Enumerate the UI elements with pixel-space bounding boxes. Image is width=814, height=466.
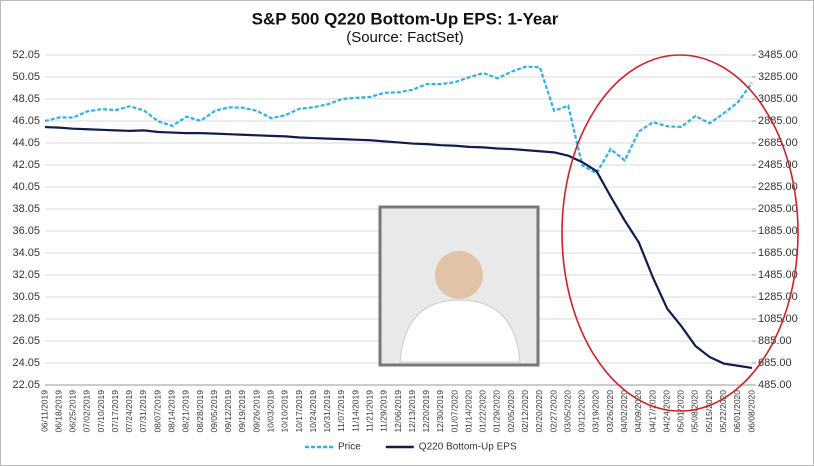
x-tick-label: 03/05/2020	[562, 390, 572, 433]
x-tick-label: 07/31/2019	[138, 390, 148, 433]
y-tick-label: 50.05	[12, 71, 40, 83]
y2-tick-label: 1485.00	[758, 269, 798, 281]
y-tick-label: 26.05	[12, 335, 40, 347]
x-tick-label: 12/30/2019	[435, 390, 445, 433]
x-tick-label: 10/31/2019	[322, 390, 332, 433]
y2-tick-label: 1885.00	[758, 225, 798, 237]
x-tick-label: 09/26/2019	[251, 390, 261, 433]
x-tick-label: 08/07/2019	[152, 390, 162, 433]
legend: Price Q220 Bottom-Up EPS	[305, 442, 517, 453]
x-tick-label: 11/14/2019	[350, 390, 360, 432]
x-tick-label: 02/20/2020	[534, 390, 544, 433]
x-tick-label: 06/08/2020	[746, 390, 756, 433]
x-tick-label: 06/01/2020	[732, 390, 742, 433]
x-tick-label: 10/10/2019	[280, 390, 290, 433]
x-tick-label: 03/12/2020	[577, 390, 587, 433]
legend-label: Q220 Bottom-Up EPS	[419, 442, 517, 453]
photo-body	[399, 299, 521, 363]
y2-tick-label: 3085.00	[758, 93, 798, 105]
y-tick-label: 42.05	[12, 159, 40, 171]
y2-tick-label: 1285.00	[758, 291, 798, 303]
x-tick-label: 03/26/2020	[605, 390, 615, 433]
x-tick-label: 11/21/2019	[364, 390, 374, 432]
x-tick-label: 06/18/2019	[53, 390, 63, 433]
x-tick-label: 08/21/2019	[181, 390, 191, 433]
y-tick-label: 52.05	[12, 49, 40, 61]
x-tick-label: 10/17/2019	[294, 390, 304, 433]
x-tick-label: 01/07/2020	[449, 390, 459, 433]
y-tick-label: 46.05	[12, 115, 40, 127]
y-tick-label: 36.05	[12, 225, 40, 237]
photo	[378, 205, 540, 367]
x-tick-label: 09/12/2019	[223, 390, 233, 433]
x-tick-label: 09/19/2019	[237, 390, 247, 433]
legend-label: Price	[338, 442, 361, 453]
y2-tick-label: 2285.00	[758, 181, 798, 193]
x-tick-label: 02/05/2020	[506, 390, 516, 433]
x-tick-label: 12/20/2019	[421, 390, 431, 433]
y2-tick-label: 685.00	[758, 357, 792, 369]
y2-tick-label: 885.00	[758, 335, 792, 347]
x-tick-label: 10/24/2019	[308, 390, 318, 433]
y2-tick-label: 2685.00	[758, 137, 798, 149]
y2-tick-label: 2885.00	[758, 115, 798, 127]
y2-tick-label: 3485.00	[758, 49, 798, 61]
series-line	[44, 65, 753, 175]
photo-head	[435, 251, 483, 299]
x-tick-label: 12/13/2019	[407, 390, 417, 433]
x-tick-label: 07/24/2019	[124, 390, 134, 433]
x-tick-label: 01/22/2020	[478, 390, 488, 433]
y-tick-label: 32.05	[12, 269, 40, 281]
x-tick-label: 01/14/2020	[463, 390, 473, 433]
x-tick-label: 04/09/2020	[633, 390, 643, 433]
y-tick-label: 44.05	[12, 137, 40, 149]
x-tick-label: 04/24/2020	[661, 390, 671, 433]
series-line	[44, 125, 753, 370]
plot-area: 22.05 24.05 26.05 28.05 30.05 32.05 34.05 36.05…	[12, 49, 797, 433]
y-tick-label: 22.05	[12, 379, 40, 391]
x-tick-label: 05/15/2020	[704, 390, 714, 433]
y-tick-label: 28.05	[12, 313, 40, 325]
chart-subtitle: (Source: FactSet)	[346, 29, 464, 46]
x-tick-label: 04/02/2020	[619, 390, 629, 433]
x-tick-label: 02/12/2020	[520, 390, 530, 433]
x-tick-label: 09/05/2019	[209, 390, 219, 433]
y-tick-label: 48.05	[12, 93, 40, 105]
x-tick-label: 08/28/2019	[195, 390, 205, 433]
y2-tick-label: 3285.00	[758, 71, 798, 83]
y2-tick-label: 2085.00	[758, 203, 798, 215]
x-tick-label: 03/19/2020	[591, 390, 601, 433]
y2-tick-label: 1085.00	[758, 313, 798, 325]
chart-title: S&P 500 Q220 Bottom-Up EPS: 1-Year	[252, 9, 559, 28]
y2-tick-label: 485.00	[758, 379, 792, 391]
x-tick-label: 12/06/2019	[393, 390, 403, 433]
x-tick-label: 07/02/2019	[82, 390, 92, 433]
y-tick-label: 40.05	[12, 181, 40, 193]
highlight-ellipse	[561, 54, 799, 412]
y-tick-label: 24.05	[12, 357, 40, 369]
x-tick-label: 04/17/2020	[647, 390, 657, 433]
x-tick-label: 07/10/2019	[96, 390, 106, 433]
x-tick-label: 05/08/2020	[690, 390, 700, 433]
x-tick-label: 06/25/2019	[68, 390, 78, 433]
y2-tick-label: 1685.00	[758, 247, 798, 259]
x-tick-label: 02/27/2020	[548, 390, 558, 433]
y-tick-label: 30.05	[12, 291, 40, 303]
x-tick-label: 01/29/2020	[492, 390, 502, 433]
x-tick-label: 07/17/2019	[110, 390, 120, 433]
y-tick-label: 38.05	[12, 203, 40, 215]
x-tick-label: 05/22/2020	[718, 390, 728, 433]
x-tick-label: 06/11/2019	[39, 390, 49, 432]
y2-tick-label: 2485.00	[758, 159, 798, 171]
y-tick-label: 34.05	[12, 247, 40, 259]
x-tick-label: 11/29/2019	[379, 390, 389, 432]
x-tick-label: 10/03/2019	[265, 390, 275, 433]
x-tick-label: 08/14/2019	[167, 390, 177, 433]
x-tick-label: 11/07/2019	[336, 390, 346, 432]
